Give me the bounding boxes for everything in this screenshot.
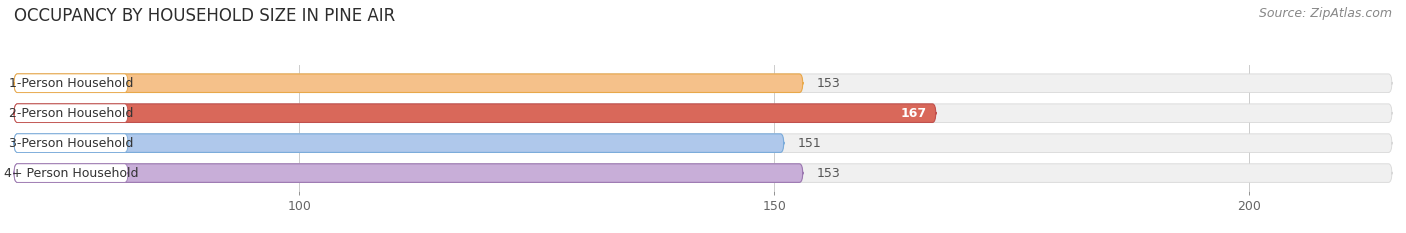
FancyBboxPatch shape	[14, 134, 783, 152]
FancyBboxPatch shape	[14, 134, 128, 152]
FancyBboxPatch shape	[14, 104, 128, 123]
Text: 4+ Person Household: 4+ Person Household	[4, 167, 138, 180]
FancyBboxPatch shape	[14, 104, 1392, 123]
FancyBboxPatch shape	[14, 74, 803, 93]
FancyBboxPatch shape	[14, 164, 1392, 182]
Text: Source: ZipAtlas.com: Source: ZipAtlas.com	[1258, 7, 1392, 20]
Text: 2-Person Household: 2-Person Household	[8, 107, 134, 120]
Text: 3-Person Household: 3-Person Household	[8, 137, 134, 150]
Text: 151: 151	[799, 137, 821, 150]
Text: 167: 167	[900, 107, 927, 120]
FancyBboxPatch shape	[14, 164, 803, 182]
Text: 1-Person Household: 1-Person Household	[8, 77, 134, 90]
FancyBboxPatch shape	[14, 134, 1392, 152]
Text: 153: 153	[817, 167, 841, 180]
Text: 153: 153	[817, 77, 841, 90]
FancyBboxPatch shape	[14, 74, 1392, 93]
FancyBboxPatch shape	[14, 104, 936, 123]
Text: OCCUPANCY BY HOUSEHOLD SIZE IN PINE AIR: OCCUPANCY BY HOUSEHOLD SIZE IN PINE AIR	[14, 7, 395, 25]
FancyBboxPatch shape	[14, 164, 128, 182]
FancyBboxPatch shape	[14, 74, 128, 93]
